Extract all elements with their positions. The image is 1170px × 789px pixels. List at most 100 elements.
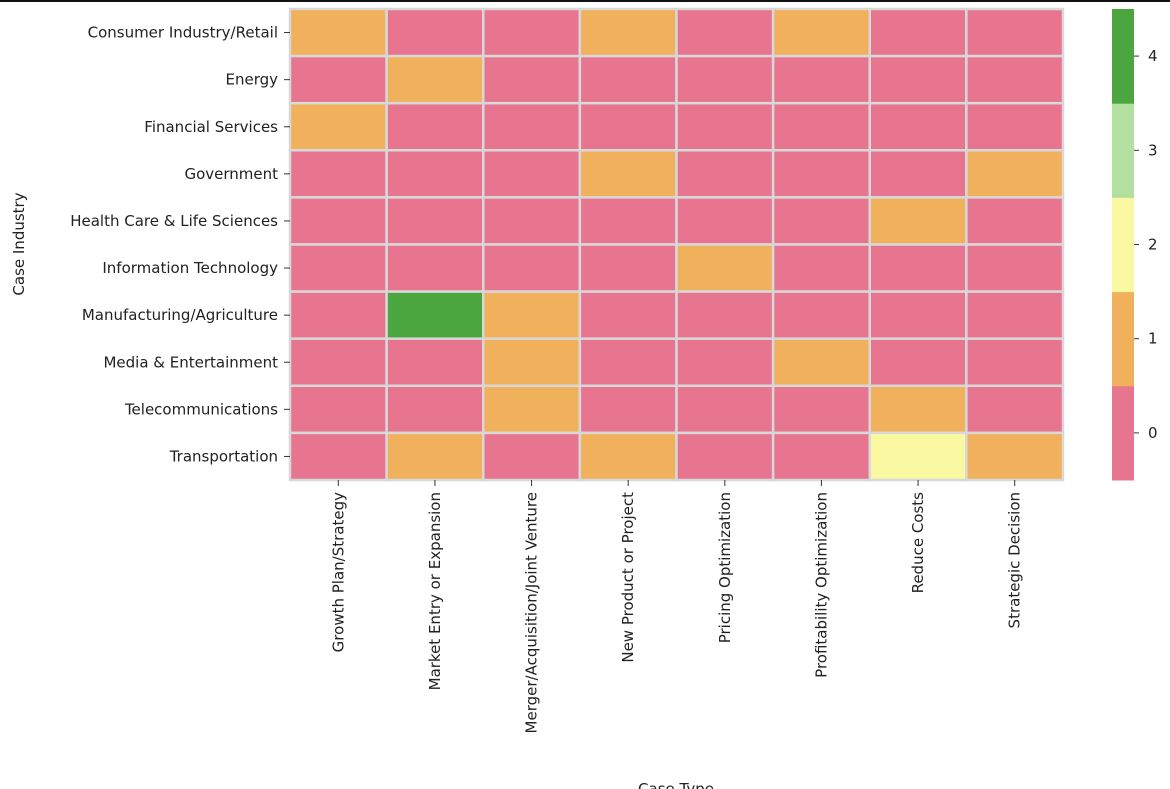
heatmap-cell [578,431,678,482]
y-tick-label: Energy [225,71,278,89]
heatmap-cell [288,149,388,199]
heatmap-cell [482,54,582,105]
heatmap-cell [578,196,678,246]
y-tick-label: Manufacturing/Agriculture [82,306,278,324]
heatmap-cell [868,384,968,435]
heatmap-cell [675,149,775,199]
heatmap-cell [868,431,968,482]
colorbar-tick-label: 3 [1148,141,1158,159]
heatmap-cell [578,384,678,435]
x-tick-label: New Product or Project [619,492,637,663]
y-tick-label: Information Technology [102,259,278,277]
heatmap-cell [965,243,1065,293]
y-tick-label: Government [184,165,278,183]
heatmap-cell [288,290,388,340]
heatmap-cell [868,243,968,293]
heatmap-cell [578,337,678,388]
heatmap-cell [771,384,871,435]
heatmap-cell [868,290,968,340]
heatmap-cell [675,337,775,388]
x-tick-label: Reduce Costs [909,492,927,594]
x-tick-labels: Growth Plan/Strategy Market Entry or Expa… [329,480,1024,733]
heatmap-cell [965,337,1065,388]
heatmap-cell [578,290,678,340]
heatmap-cell [482,7,582,58]
heatmap-cell [771,431,871,482]
heatmap-cell [675,7,775,58]
heatmap-cell [675,101,775,152]
y-tick-label: Consumer Industry/Retail [88,24,278,42]
heatmap-cell [385,196,485,246]
x-tick-label: Strategic Decision [1006,492,1024,628]
x-tick-label: Growth Plan/Strategy [329,492,347,652]
heatmap-cell [482,290,582,340]
heatmap-cell [965,431,1065,482]
heatmap-cell [385,7,485,58]
heatmap-cell [288,101,388,152]
heatmap-cell [288,337,388,388]
heatmap-cell [482,149,582,199]
heatmap-cell [675,431,775,482]
heatmap-cell [578,54,678,105]
colorbar-segment [1112,197,1134,293]
heatmap-cell [385,243,485,293]
heatmap-cell [482,101,582,152]
heatmap-cell [288,196,388,246]
colorbar-tick-label: 0 [1148,424,1158,442]
heatmap-cell [771,337,871,388]
heatmap-cell [482,384,582,435]
x-tick-label: Pricing Optimization [716,492,734,643]
heatmap-cell [771,54,871,105]
x-axis-title: Case Type [638,780,714,789]
y-tick-label: Telecommunications [124,400,278,418]
heatmap-cell [675,54,775,105]
y-tick-label: Transportation [169,447,278,465]
colorbar-segment [1112,9,1134,104]
heatmap-cell [771,101,871,152]
heatmap-cell [385,337,485,388]
heatmap-cell [771,290,871,340]
heatmap-cell [288,384,388,435]
heatmap-cell [578,7,678,58]
heatmap-cell [965,290,1065,340]
heatmap-cell [868,101,968,152]
colorbar-segment [1112,385,1134,481]
heatmap-cell [771,149,871,199]
heatmap-cell [965,54,1065,105]
heatmap-cell [771,243,871,293]
heatmap-cell [868,149,968,199]
heatmap-cell [385,101,485,152]
heatmap-cell [965,196,1065,246]
x-tick-label: Profitability Optimization [812,492,830,678]
heatmap-cell [675,243,775,293]
y-tick-labels: Consumer Industry/Retail Energy Financial … [70,24,290,465]
heatmap-cell [482,337,582,388]
heatmap-cell [385,431,485,482]
y-axis-title: Case Industry [10,192,28,295]
colorbar-tick-label: 2 [1148,236,1158,254]
heatmap-cell [965,149,1065,199]
heatmap-cell [578,149,678,199]
heatmap-cell [965,101,1065,152]
y-tick-label: Health Care & Life Sciences [70,212,278,230]
heatmap-cell [385,54,485,105]
heatmap-cell [965,7,1065,58]
heatmap-cell [868,54,968,105]
y-tick-label: Media & Entertainment [103,353,278,371]
heatmap-cell [771,196,871,246]
heatmap-cell [868,196,968,246]
heatmap-cell [288,54,388,105]
heatmap-cell [868,7,968,58]
heatmap-cell [675,384,775,435]
heatmap-cells [288,7,1065,482]
colorbar-tick-label: 1 [1148,330,1158,348]
top-border-line [0,0,1170,2]
heatmap-cell [675,290,775,340]
heatmap-cell [578,243,678,293]
heatmap-cell [965,384,1065,435]
x-tick-label: Merger/Acquisition/Joint Venture [523,492,541,733]
heatmap-cell [771,7,871,58]
colorbar-tick-label: 4 [1148,47,1158,65]
heatmap-cell [675,196,775,246]
